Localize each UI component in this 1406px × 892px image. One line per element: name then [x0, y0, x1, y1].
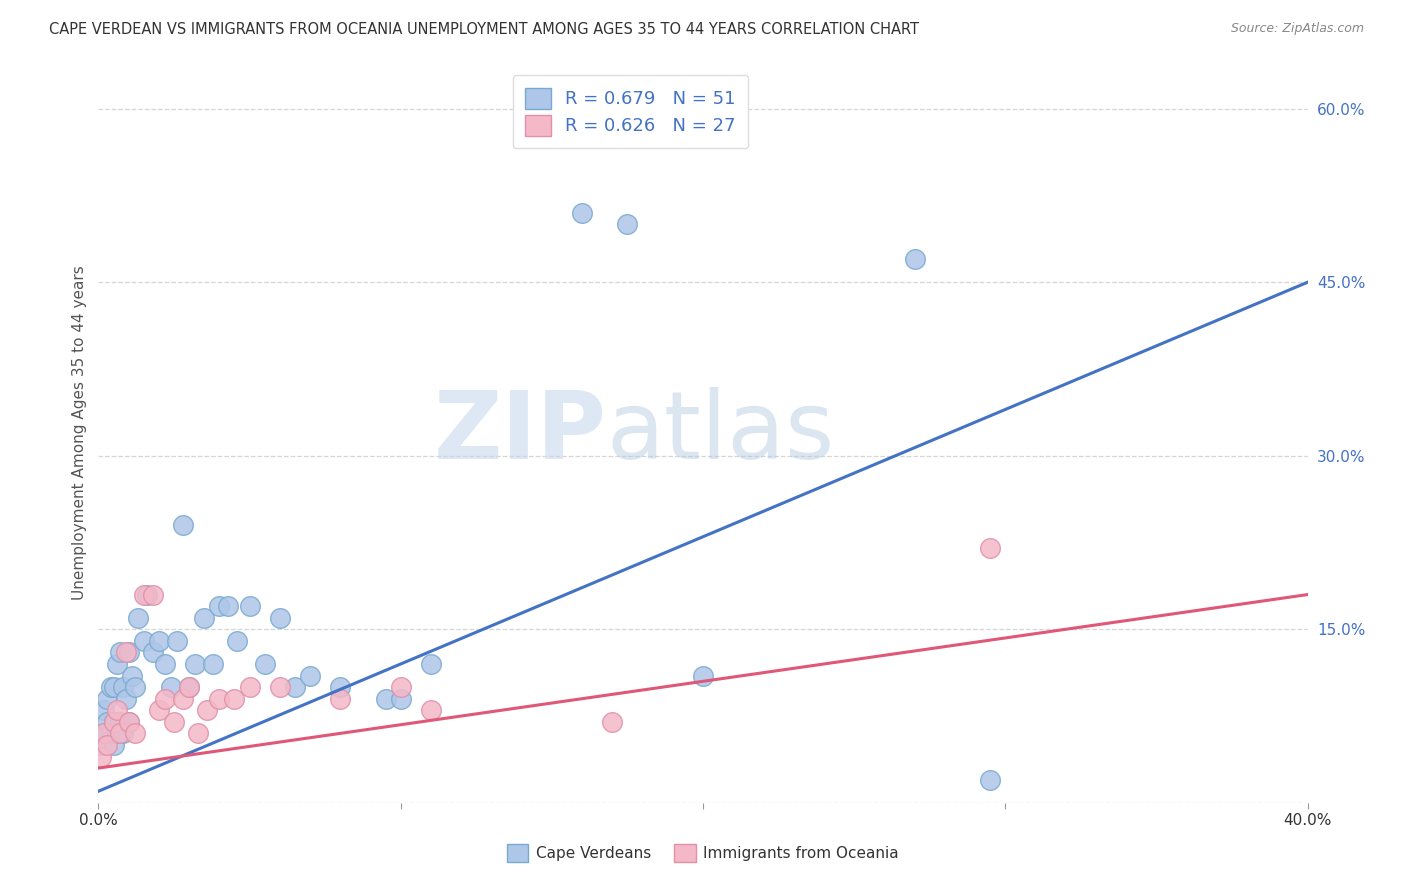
Point	[979, 541, 1001, 556]
Point	[105, 657, 128, 671]
Point	[253, 657, 276, 671]
Point	[153, 657, 176, 671]
Y-axis label: Unemployment Among Ages 35 to 44 years: Unemployment Among Ages 35 to 44 years	[72, 265, 87, 600]
Legend: R = 0.679   N = 51, R = 0.626   N = 27: R = 0.679 N = 51, R = 0.626 N = 27	[513, 75, 748, 148]
Point	[616, 218, 638, 232]
Point	[195, 703, 218, 717]
Point	[389, 680, 412, 694]
Point	[979, 772, 1001, 787]
Point	[93, 703, 115, 717]
Point	[208, 599, 231, 614]
Point	[142, 645, 165, 659]
Text: ZIP: ZIP	[433, 386, 606, 479]
Point	[420, 657, 443, 671]
Text: CAPE VERDEAN VS IMMIGRANTS FROM OCEANIA UNEMPLOYMENT AMONG AGES 35 TO 44 YEARS C: CAPE VERDEAN VS IMMIGRANTS FROM OCEANIA …	[49, 22, 920, 37]
Point	[284, 680, 307, 694]
Point	[114, 691, 136, 706]
Point	[132, 633, 155, 648]
Point	[103, 714, 125, 729]
Point	[103, 714, 125, 729]
Point	[692, 668, 714, 682]
Point	[166, 633, 188, 648]
Point	[420, 703, 443, 717]
Point	[208, 691, 231, 706]
Point	[96, 691, 118, 706]
Point	[299, 668, 322, 682]
Point	[108, 645, 131, 659]
Point	[226, 633, 249, 648]
Point	[118, 714, 141, 729]
Point	[93, 726, 115, 740]
Point	[118, 645, 141, 659]
Point	[103, 680, 125, 694]
Point	[239, 599, 262, 614]
Point	[153, 691, 176, 706]
Point	[96, 738, 118, 752]
Point	[187, 726, 209, 740]
Point	[135, 588, 157, 602]
Point	[90, 749, 112, 764]
Point	[108, 726, 131, 740]
Point	[105, 703, 128, 717]
Point	[96, 714, 118, 729]
Point	[127, 610, 149, 624]
Point	[132, 588, 155, 602]
Point	[179, 680, 201, 694]
Point	[172, 691, 194, 706]
Point	[108, 714, 131, 729]
Point	[124, 726, 146, 740]
Point	[179, 680, 201, 694]
Point	[374, 691, 396, 706]
Point	[602, 714, 624, 729]
Point	[160, 680, 183, 694]
Point	[124, 680, 146, 694]
Point	[172, 518, 194, 533]
Point	[148, 703, 170, 717]
Text: atlas: atlas	[606, 386, 835, 479]
Point	[269, 610, 291, 624]
Point	[100, 680, 122, 694]
Point	[184, 657, 207, 671]
Point	[269, 680, 291, 694]
Point	[904, 252, 927, 266]
Point	[202, 657, 225, 671]
Point	[90, 738, 112, 752]
Point	[193, 610, 215, 624]
Point	[114, 645, 136, 659]
Point	[217, 599, 239, 614]
Point	[224, 691, 246, 706]
Point	[389, 691, 412, 706]
Point	[100, 726, 122, 740]
Point	[111, 680, 134, 694]
Text: Source: ZipAtlas.com: Source: ZipAtlas.com	[1230, 22, 1364, 36]
Point	[103, 738, 125, 752]
Point	[121, 668, 143, 682]
Point	[148, 633, 170, 648]
Point	[163, 714, 186, 729]
Point	[239, 680, 262, 694]
Point	[118, 714, 141, 729]
Point	[93, 726, 115, 740]
Point	[571, 206, 593, 220]
Point	[329, 680, 352, 694]
Point	[329, 691, 352, 706]
Point	[142, 588, 165, 602]
Point	[105, 726, 128, 740]
Point	[111, 726, 134, 740]
